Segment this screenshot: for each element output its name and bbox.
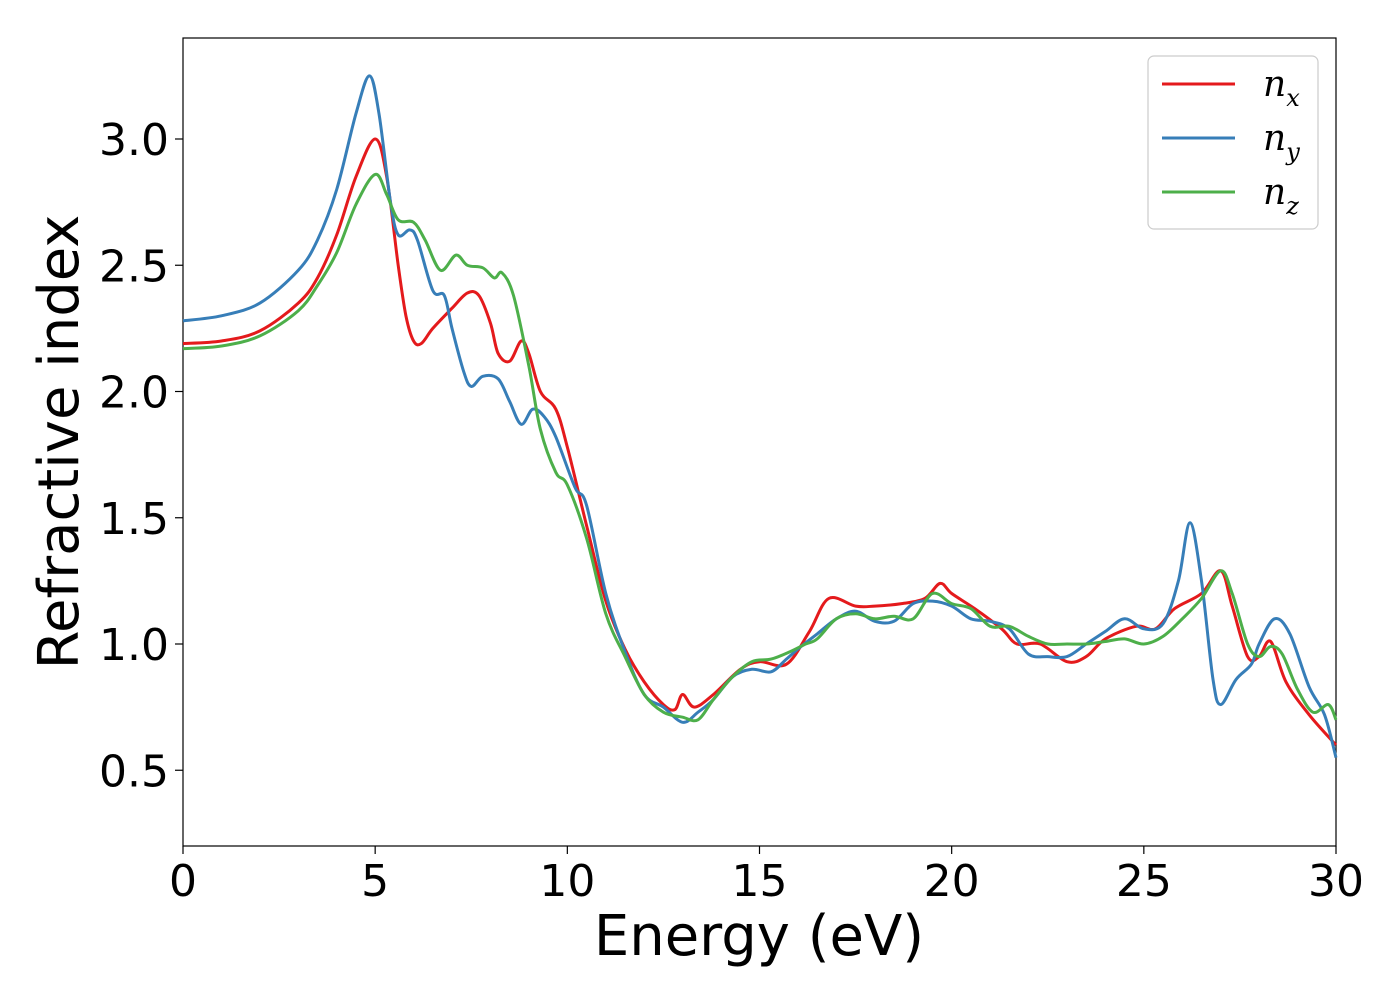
x-tick-label: 20 [924,856,980,907]
series-line-nz [182,172,1338,723]
legend-label-nz: nz [1263,172,1299,220]
series-line-nx [182,137,1338,747]
y-tick-label: 1.5 [99,494,169,545]
series-lines [182,74,1338,758]
y-tick-label: 1.0 [99,620,169,671]
legend-entries: nx ny nz [1162,64,1300,220]
x-tick-label: 5 [361,856,389,907]
x-tick-label: 0 [169,856,197,907]
x-axis-ticks: 0 5 10 15 20 25 30 [169,846,1364,907]
y-tick-label: 2.5 [99,241,169,292]
legend-box [1147,55,1319,230]
legend: nx ny nz [1147,55,1319,230]
series-line-ny [182,74,1338,758]
y-tick-label: 0.5 [99,746,169,797]
x-tick-label: 15 [732,856,788,907]
x-axis-title: Energy (eV) [594,904,924,969]
legend-label-nx: nx [1263,64,1300,112]
y-tick-label: 3.0 [99,115,169,166]
x-tick-label: 30 [1308,856,1364,907]
y-axis-ticks: 0.5 1.0 1.5 2.0 2.5 3.0 [99,115,183,797]
x-tick-label: 10 [539,856,595,907]
x-tick-label: 25 [1116,856,1172,907]
legend-label-ny: ny [1263,118,1300,166]
y-axis-title: Refractive index [27,215,92,670]
y-tick-label: 2.0 [99,368,169,419]
